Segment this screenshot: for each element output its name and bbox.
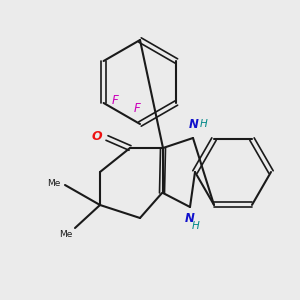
Text: F: F bbox=[112, 94, 118, 106]
Text: N: N bbox=[185, 212, 195, 225]
Text: O: O bbox=[92, 130, 102, 142]
Text: H: H bbox=[200, 119, 208, 129]
Text: Me: Me bbox=[48, 178, 61, 188]
Text: N: N bbox=[189, 118, 199, 131]
Text: H: H bbox=[192, 221, 200, 231]
Text: F: F bbox=[134, 102, 140, 115]
Text: Me: Me bbox=[60, 230, 73, 239]
